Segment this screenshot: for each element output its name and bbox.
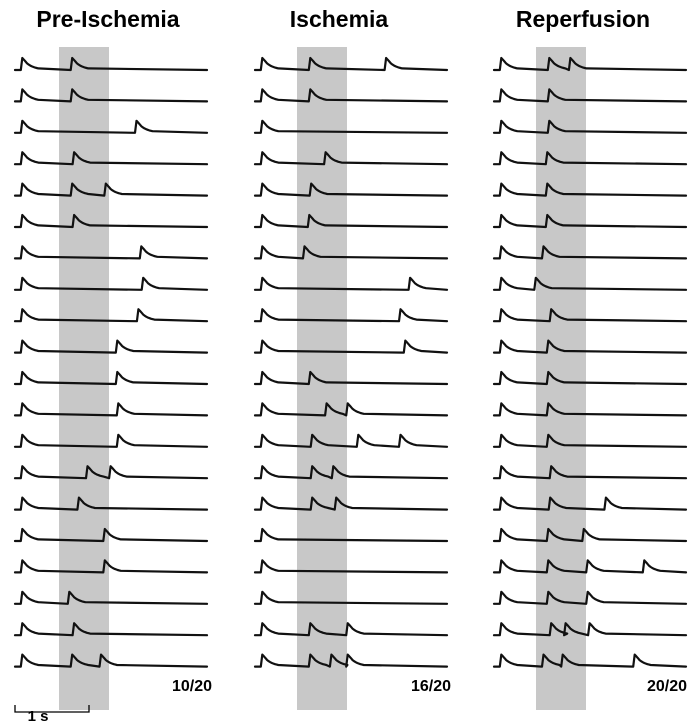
voltage-trace <box>492 527 688 543</box>
voltage-trace <box>253 339 449 354</box>
voltage-trace <box>253 276 449 291</box>
voltage-trace <box>492 653 688 668</box>
panel-pre-ischemia: Pre-Ischemia 10/20 <box>13 6 212 710</box>
scale-bar-line <box>14 705 90 713</box>
voltage-trace <box>13 622 209 637</box>
voltage-trace <box>253 653 449 668</box>
voltage-trace <box>13 527 209 543</box>
success-count: 20/20 <box>647 678 687 695</box>
voltage-trace <box>253 496 449 511</box>
voltage-trace <box>492 433 688 448</box>
voltage-trace <box>492 245 688 260</box>
voltage-trace <box>492 119 688 134</box>
voltage-trace <box>253 151 449 166</box>
voltage-trace <box>13 402 209 417</box>
voltage-trace <box>13 590 209 605</box>
scale-bar: 1 s <box>14 705 90 725</box>
voltage-trace <box>492 213 688 229</box>
voltage-trace <box>253 119 449 134</box>
voltage-trace <box>13 308 209 323</box>
voltage-trace <box>253 402 449 417</box>
voltage-trace <box>253 465 449 480</box>
voltage-trace <box>13 276 209 291</box>
panel-title: Ischemia <box>290 6 389 32</box>
voltage-trace <box>13 370 209 386</box>
voltage-trace <box>253 622 449 637</box>
voltage-trace <box>253 370 449 386</box>
voltage-trace <box>492 182 688 197</box>
stimulus-window <box>59 47 109 710</box>
voltage-trace <box>13 559 209 574</box>
voltage-trace <box>13 56 209 72</box>
trace-group <box>13 56 209 668</box>
voltage-trace <box>492 590 688 605</box>
voltage-trace <box>492 308 688 323</box>
trace-group <box>253 56 449 668</box>
voltage-trace <box>13 653 209 668</box>
voltage-trace <box>492 559 688 574</box>
voltage-trace <box>253 213 449 229</box>
voltage-trace <box>492 56 688 72</box>
voltage-trace <box>253 245 449 260</box>
voltage-trace <box>13 119 209 134</box>
voltage-trace <box>13 245 209 260</box>
panel-title: Pre-Ischemia <box>36 6 179 32</box>
voltage-trace <box>253 308 449 323</box>
voltage-trace <box>492 465 688 480</box>
panel-reperfusion: Reperfusion 20/20 <box>492 6 688 710</box>
voltage-trace <box>13 213 209 229</box>
panel-ischemia: Ischemia 16/20 <box>253 6 451 710</box>
voltage-trace <box>13 339 209 354</box>
success-count: 16/20 <box>411 678 451 695</box>
trace-group <box>492 56 688 668</box>
voltage-trace <box>492 151 688 166</box>
stimulus-window <box>536 47 586 710</box>
voltage-trace <box>13 433 209 448</box>
voltage-trace <box>492 496 688 511</box>
success-count: 10/20 <box>172 678 212 695</box>
voltage-trace <box>492 402 688 417</box>
voltage-trace <box>13 496 209 511</box>
voltage-trace <box>253 433 449 448</box>
voltage-trace <box>13 151 209 166</box>
voltage-trace <box>253 56 449 72</box>
voltage-trace <box>492 339 688 354</box>
panel-title: Reperfusion <box>516 6 650 32</box>
voltage-trace <box>13 465 209 480</box>
voltage-trace <box>492 622 688 637</box>
voltage-trace <box>253 527 449 543</box>
voltage-trace <box>13 88 209 103</box>
scale-bar-label: 1 s <box>28 708 49 725</box>
voltage-trace <box>253 559 449 574</box>
voltage-trace <box>253 182 449 197</box>
voltage-trace <box>253 88 449 103</box>
voltage-trace <box>492 88 688 103</box>
voltage-trace <box>492 276 688 291</box>
voltage-trace <box>13 182 209 197</box>
stimulus-window <box>297 47 347 710</box>
voltage-trace <box>253 590 449 605</box>
voltage-trace <box>492 370 688 386</box>
